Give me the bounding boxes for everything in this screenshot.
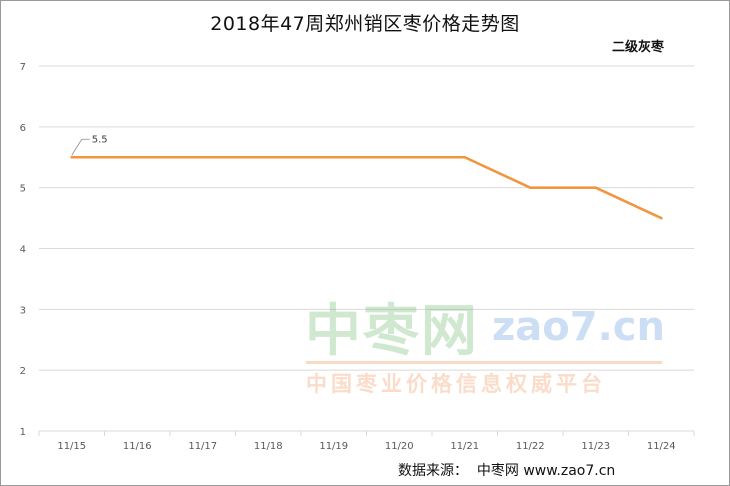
x-tick-label: 11/18 bbox=[254, 441, 283, 452]
chart-title: 2018年47周郑州销区枣价格走势图 bbox=[210, 13, 520, 35]
data-point bbox=[397, 155, 401, 159]
x-tick-label: 11/15 bbox=[57, 441, 86, 452]
y-tick-label: 6 bbox=[20, 123, 26, 134]
data-point bbox=[659, 216, 663, 220]
data-point bbox=[594, 186, 598, 189]
data-label: 5.5 bbox=[92, 134, 108, 145]
x-tick-label: 11/17 bbox=[188, 441, 217, 452]
y-tick-labels: 1 2 3 4 5 6 7 bbox=[20, 62, 26, 438]
data-point bbox=[463, 155, 467, 159]
y-tick-label: 3 bbox=[20, 305, 26, 316]
data-point bbox=[266, 155, 270, 159]
x-tick-label: 11/19 bbox=[319, 441, 348, 452]
watermark-brand: 中枣网 bbox=[305, 299, 479, 364]
data-annotations: 5.5 bbox=[71, 134, 108, 156]
data-point bbox=[528, 186, 532, 189]
watermark-slogan: 中国枣业价格信息权威平台 bbox=[306, 372, 606, 396]
x-tick-label: 11/21 bbox=[450, 441, 479, 452]
data-point bbox=[332, 155, 336, 159]
data-point bbox=[135, 155, 139, 159]
watermark-domain: zao7.cn bbox=[492, 304, 665, 350]
watermark-underline bbox=[306, 361, 662, 364]
x-tick-label: 11/23 bbox=[581, 441, 610, 452]
series-line-0 bbox=[70, 155, 663, 220]
y-tick-label: 4 bbox=[20, 245, 26, 256]
data-source-note: 数据来源： 中枣网 www.zao7.cn bbox=[398, 463, 616, 479]
series-label: 二级灰枣 bbox=[612, 40, 665, 55]
data-point bbox=[201, 155, 205, 159]
y-tick-label: 5 bbox=[20, 184, 26, 195]
x-tick-label: 11/22 bbox=[516, 441, 545, 452]
x-tick-label: 11/20 bbox=[385, 441, 414, 452]
x-tick-label: 11/16 bbox=[123, 441, 152, 452]
y-tick-label: 7 bbox=[20, 62, 26, 73]
y-tick-label: 1 bbox=[20, 427, 26, 438]
data-point bbox=[70, 155, 74, 159]
x-tick-label: 11/24 bbox=[647, 441, 676, 452]
annotation-leader bbox=[71, 138, 90, 156]
series-lines bbox=[70, 155, 663, 220]
x-tick-labels: 11/15 11/16 11/17 11/18 11/19 11/20 11/21 11/22… bbox=[57, 441, 675, 452]
y-tick-label: 2 bbox=[20, 366, 26, 377]
